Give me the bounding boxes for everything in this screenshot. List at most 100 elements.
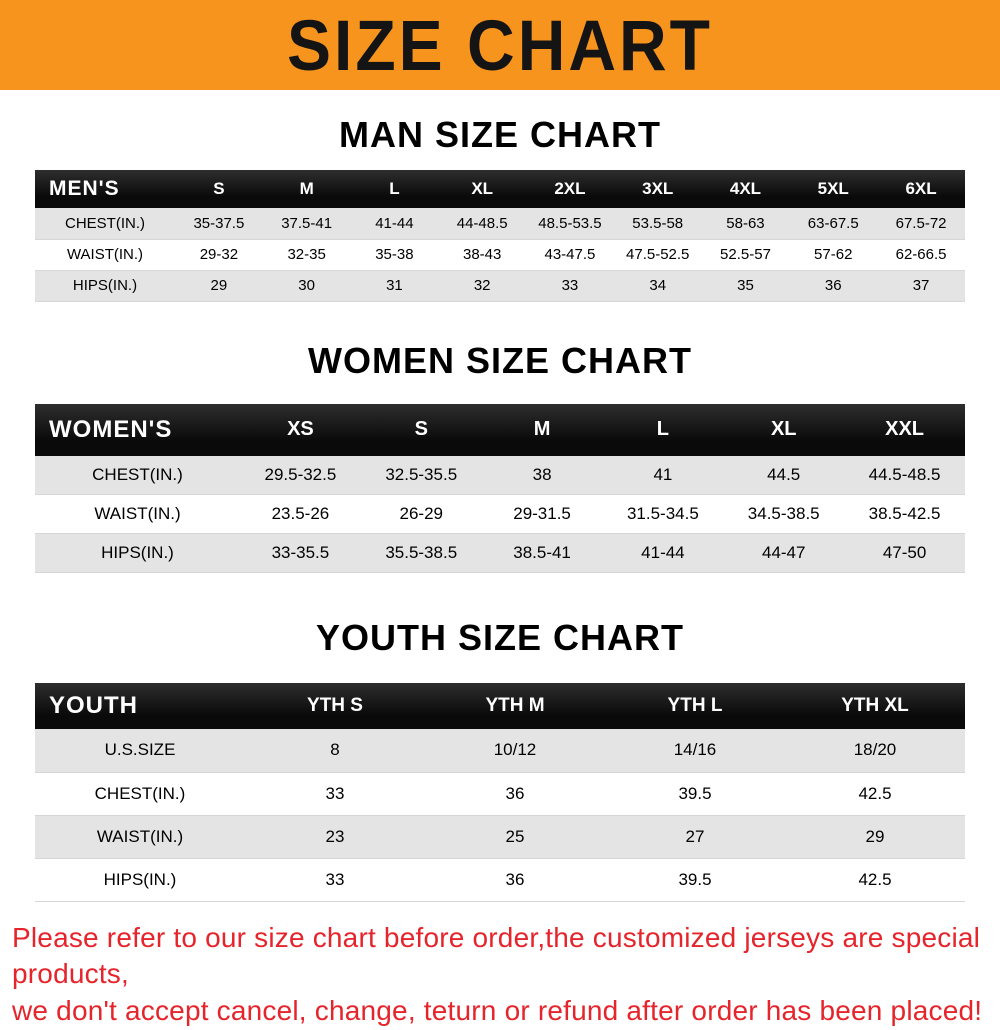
banner: SIZE CHART [0, 0, 1000, 90]
size-value-cell: 39.5 [605, 858, 785, 901]
size-value-cell: 41 [602, 456, 723, 495]
size-value-cell: 35-38 [351, 239, 439, 270]
size-value-cell: 35.5-38.5 [361, 534, 482, 573]
disclaimer-line-1: Please refer to our size chart before or… [12, 920, 994, 994]
size-value-cell: 58-63 [702, 208, 790, 239]
size-value-cell: 31.5-34.5 [602, 495, 723, 534]
size-value-cell: 38.5-42.5 [844, 495, 965, 534]
size-value-cell: 32 [438, 270, 526, 301]
size-value-cell: 18/20 [785, 729, 965, 772]
table-corner-label: WOMEN'S [35, 404, 240, 456]
size-value-cell: 57-62 [789, 239, 877, 270]
size-column-header: S [361, 404, 482, 456]
size-value-cell: 52.5-57 [702, 239, 790, 270]
size-value-cell: 25 [425, 815, 605, 858]
size-value-cell: 10/12 [425, 729, 605, 772]
size-value-cell: 33 [245, 772, 425, 815]
size-value-cell: 31 [351, 270, 439, 301]
size-value-cell: 35 [702, 270, 790, 301]
size-value-cell: 33-35.5 [240, 534, 361, 573]
size-column-header: 5XL [789, 170, 877, 208]
size-value-cell: 38.5-41 [482, 534, 603, 573]
size-value-cell: 63-67.5 [789, 208, 877, 239]
size-column-header: XL [438, 170, 526, 208]
size-column-header: M [482, 404, 603, 456]
size-value-cell: 39.5 [605, 772, 785, 815]
measurement-row-label: HIPS(IN.) [35, 270, 175, 301]
size-value-cell: 35-37.5 [175, 208, 263, 239]
banner-title: SIZE CHART [287, 4, 713, 86]
size-column-header: 2XL [526, 170, 614, 208]
size-value-cell: 44.5-48.5 [844, 456, 965, 495]
size-column-header: XXL [844, 404, 965, 456]
size-value-cell: 23 [245, 815, 425, 858]
youth-section-title: YOUTH SIZE CHART [0, 617, 1000, 659]
size-value-cell: 44-48.5 [438, 208, 526, 239]
size-column-header: XS [240, 404, 361, 456]
size-value-cell: 36 [425, 772, 605, 815]
size-value-cell: 44.5 [723, 456, 844, 495]
size-value-cell: 47.5-52.5 [614, 239, 702, 270]
size-value-cell: 42.5 [785, 772, 965, 815]
size-value-cell: 26-29 [361, 495, 482, 534]
size-value-cell: 30 [263, 270, 351, 301]
size-column-header: XL [723, 404, 844, 456]
size-value-cell: 23.5-26 [240, 495, 361, 534]
size-value-cell: 36 [789, 270, 877, 301]
size-value-cell: 41-44 [351, 208, 439, 239]
measurement-row-label: CHEST(IN.) [35, 456, 240, 495]
size-value-cell: 8 [245, 729, 425, 772]
women-section-title: WOMEN SIZE CHART [0, 340, 1000, 382]
size-column-header: S [175, 170, 263, 208]
size-value-cell: 14/16 [605, 729, 785, 772]
table-corner-label: MEN'S [35, 170, 175, 208]
size-value-cell: 34.5-38.5 [723, 495, 844, 534]
men-section-title: MAN SIZE CHART [0, 114, 1000, 156]
size-value-cell: 37 [877, 270, 965, 301]
size-value-cell: 27 [605, 815, 785, 858]
size-value-cell: 38 [482, 456, 603, 495]
size-column-header: YTH XL [785, 683, 965, 729]
size-value-cell: 62-66.5 [877, 239, 965, 270]
size-value-cell: 36 [425, 858, 605, 901]
size-column-header: YTH M [425, 683, 605, 729]
size-value-cell: 32.5-35.5 [361, 456, 482, 495]
size-value-cell: 29 [175, 270, 263, 301]
size-value-cell: 53.5-58 [614, 208, 702, 239]
size-column-header: 6XL [877, 170, 965, 208]
disclaimer-note: Please refer to our size chart before or… [0, 920, 1000, 1030]
size-value-cell: 41-44 [602, 534, 723, 573]
size-value-cell: 34 [614, 270, 702, 301]
measurement-row-label: HIPS(IN.) [35, 534, 240, 573]
size-column-header: 3XL [614, 170, 702, 208]
measurement-row-label: CHEST(IN.) [35, 772, 245, 815]
size-value-cell: 43-47.5 [526, 239, 614, 270]
size-value-cell: 47-50 [844, 534, 965, 573]
size-value-cell: 33 [245, 858, 425, 901]
size-value-cell: 42.5 [785, 858, 965, 901]
size-value-cell: 29.5-32.5 [240, 456, 361, 495]
measurement-row-label: HIPS(IN.) [35, 858, 245, 901]
measurement-row-label: WAIST(IN.) [35, 239, 175, 270]
measurement-row-label: WAIST(IN.) [35, 495, 240, 534]
size-value-cell: 32-35 [263, 239, 351, 270]
size-value-cell: 44-47 [723, 534, 844, 573]
size-value-cell: 67.5-72 [877, 208, 965, 239]
measurement-row-label: CHEST(IN.) [35, 208, 175, 239]
